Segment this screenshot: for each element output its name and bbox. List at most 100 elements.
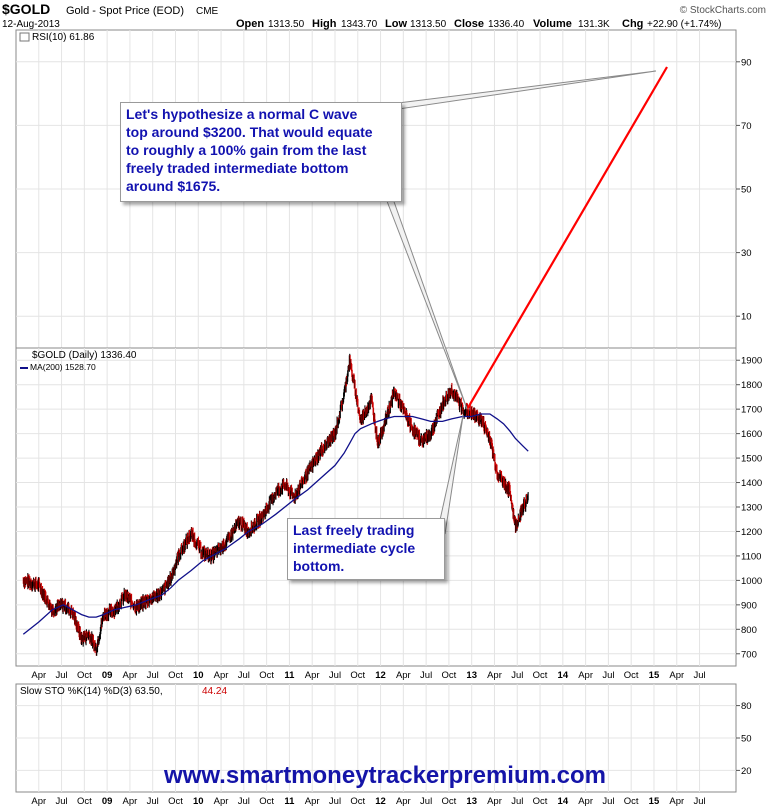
stoch-x-tick-label: Apr	[578, 796, 593, 807]
rsi-tick-label: 10	[741, 312, 752, 323]
price-tick-label: 1800	[741, 380, 762, 391]
price-x-tick-label: Apr	[669, 670, 684, 681]
callout-pointers	[384, 70, 657, 535]
price-tick-label: 1300	[741, 503, 762, 514]
stoch-x-ticks: Apr Jul Oct 09 Apr Jul Oct 10 Apr Jul Oct 11 Apr Jul O…	[31, 796, 705, 807]
rsi-legend: RSI(10) 61.86	[32, 32, 95, 43]
price-marks	[22, 66, 668, 656]
price-x-tick-label: 12	[375, 670, 386, 681]
rsi-tick-label: 50	[741, 185, 752, 196]
stoch-x-tick-label: Oct	[77, 796, 92, 807]
stoch-x-tick-label: Jul	[693, 796, 705, 807]
price-x-tick-label: Jul	[55, 670, 67, 681]
stoch-x-tick-label: Apr	[123, 796, 138, 807]
stoch-tick-label: 50	[741, 734, 752, 745]
price-x-tick-label: Apr	[487, 670, 502, 681]
chg-label: Chg	[622, 18, 643, 30]
hypothesis-callout: Let's hypothesize a normal C wave top ar…	[120, 102, 402, 202]
stochastic-panel: 20 50 80 Apr Jul Oct 09 Apr Jul Oct 10 Apr Jul Oct 11…	[15, 683, 752, 807]
price-grid	[16, 348, 736, 666]
price-x-tick-label: Jul	[420, 670, 432, 681]
symbol: $GOLD	[2, 1, 50, 17]
stoch-x-tick-label: Jul	[511, 796, 523, 807]
price-x-tick-label: Apr	[396, 670, 411, 681]
price-tick-label: 900	[741, 600, 757, 611]
price-tick-label: 700	[741, 649, 757, 660]
price-tick-label: 1700	[741, 405, 762, 416]
low-value: 1313.50	[410, 19, 447, 30]
price-x-tick-label: Oct	[350, 670, 365, 681]
stoch-x-tick-label: Oct	[624, 796, 639, 807]
price-x-tick-label: Oct	[442, 670, 457, 681]
price-x-tick-label: Jul	[329, 670, 341, 681]
stoch-x-tick-label: Jul	[238, 796, 250, 807]
price-x-tick-label: Oct	[77, 670, 92, 681]
stoch-x-tick-label: Oct	[259, 796, 274, 807]
rsi-y-ticks: 10 30 50 70 90	[736, 57, 752, 323]
stoch-legend: Slow STO %K(14) %D(3) 63.50,	[20, 686, 163, 697]
price-tick-label: 1400	[741, 478, 762, 489]
price-x-tick-label: Oct	[533, 670, 548, 681]
price-x-tick-label: Jul	[602, 670, 614, 681]
rsi-tick-label: 70	[741, 121, 752, 132]
stoch-x-tick-label: Apr	[669, 796, 684, 807]
footer-url: www.smartmoneytrackerpremium.com	[164, 762, 606, 789]
rsi-legend-icon	[19, 32, 30, 42]
stoch-y-ticks: 20 50 80	[736, 701, 752, 777]
stoch-tick-label: 80	[741, 701, 752, 712]
price-tick-label: 1900	[741, 356, 762, 367]
price-x-tick-label: 10	[193, 670, 204, 681]
price-x-ticks: Apr Jul Oct 09 Apr Jul Oct 10 Apr Jul Oct 11 Apr Jul O…	[31, 670, 705, 681]
stoch-x-tick-label: Jul	[329, 796, 341, 807]
price-x-tick-label: Oct	[168, 670, 183, 681]
price-x-tick-label: Jul	[238, 670, 250, 681]
volume-value: 131.3K	[578, 19, 610, 30]
stoch-x-tick-label: Jul	[420, 796, 432, 807]
stoch-x-tick-label: Apr	[487, 796, 502, 807]
stoch-grid	[16, 684, 736, 792]
stoch-x-tick-label: Apr	[31, 796, 46, 807]
price-x-tick-label: 09	[102, 670, 113, 681]
price-y-ticks: 700 800 900 1000 1100 1200 1300 1400 1500 1600 170…	[736, 356, 762, 660]
chart-header: $GOLD Gold - Spot Price (EOD) CME 12-Aug…	[2, 1, 722, 30]
price-x-tick-label: Oct	[259, 670, 274, 681]
price-x-tick-label: 11	[284, 670, 295, 681]
low-label: Low	[385, 18, 407, 30]
close-value: 1336.40	[488, 19, 525, 30]
cycle-bottom-callout: Last freely trading intermediate cycle b…	[287, 518, 445, 580]
stoch-x-tick-label: Oct	[442, 796, 457, 807]
price-x-tick-label: 14	[558, 670, 569, 681]
stoch-legend-value: 44.24	[202, 686, 227, 697]
stoch-x-tick-label: Jul	[147, 796, 159, 807]
ma-legend: MA(200) 1528.70	[30, 362, 96, 372]
price-x-tick-label: Apr	[305, 670, 320, 681]
price-tick-label: 1000	[741, 576, 762, 587]
volume-label: Volume	[533, 18, 572, 30]
watermark: © StockCharts.com	[679, 5, 766, 16]
price-tick-label: 1500	[741, 454, 762, 465]
stoch-x-tick-label: 13	[466, 796, 477, 807]
stoch-x-tick-label: Oct	[533, 796, 548, 807]
price-panel: 700 800 900 1000 1100 1200 1300 1400 1500 1600 170…	[15, 66, 762, 681]
stoch-x-tick-label: Oct	[350, 796, 365, 807]
stoch-x-tick-label: 15	[649, 796, 660, 807]
price-tick-label: 1100	[741, 551, 761, 562]
stoch-x-tick-label: Oct	[168, 796, 183, 807]
chart-date: 12-Aug-2013	[2, 19, 60, 30]
stoch-x-tick-label: Jul	[602, 796, 614, 807]
exchange: CME	[196, 6, 219, 17]
stoch-x-tick-label: Apr	[396, 796, 411, 807]
price-x-tick-label: Jul	[693, 670, 705, 681]
price-x-tick-label: Apr	[214, 670, 229, 681]
high-label: High	[312, 18, 337, 30]
stoch-x-tick-label: 09	[102, 796, 113, 807]
price-x-tick-label: Jul	[147, 670, 159, 681]
stoch-x-tick-label: 14	[558, 796, 569, 807]
open-value: 1313.50	[268, 19, 305, 30]
stoch-x-tick-label: Jul	[55, 796, 67, 807]
price-tick-label: 800	[741, 625, 757, 636]
price-tick-label: 1200	[741, 527, 762, 538]
high-value: 1343.70	[341, 19, 378, 30]
rsi-tick-label: 90	[741, 57, 752, 68]
price-x-tick-label: Apr	[123, 670, 138, 681]
